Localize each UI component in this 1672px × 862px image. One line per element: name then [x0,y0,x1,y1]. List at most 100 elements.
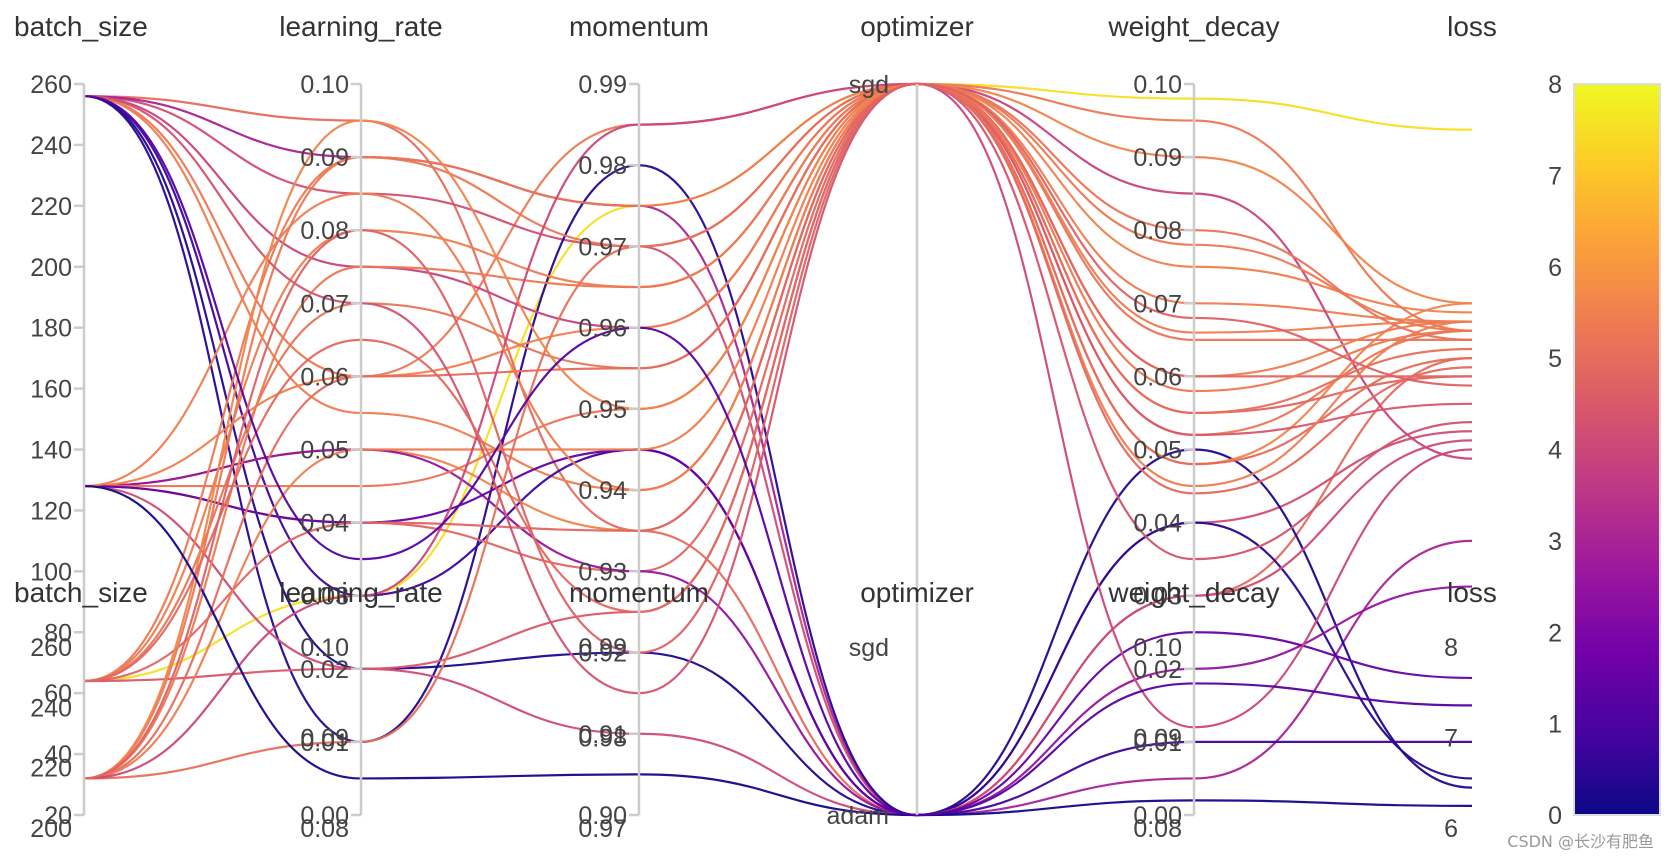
tick-label: 0.08 [1133,217,1182,245]
tick-label: 0.00 [1133,802,1182,830]
colorbar-tick-label: 7 [1548,162,1562,190]
tick-label: 0.10 [1133,71,1182,99]
ghost-tick-label: 0.08 [300,815,349,843]
axis-momentum: momentum 0.90 0.91 0.92 0.93 0.94 0.95 0.96 0.97… [569,11,709,830]
ghost-tick-label: 0.09 [1133,725,1182,753]
data-line-24 [83,82,1473,780]
tick-label: 0.05 [1133,437,1182,465]
colorbar-tick-label: 4 [1548,437,1562,465]
axis-title-learning_rate: learning_rate [279,11,442,42]
data-line-27 [83,82,1473,780]
axis-loss: loss [1447,11,1497,42]
tick-label: 220 [30,193,72,221]
tick-label: 0.00 [300,802,349,830]
tick-label: 0.01 [300,729,349,757]
tick-label: 240 [30,132,72,160]
ghost-tick-label: 0.09 [300,725,349,753]
watermark: CSDN @长沙有肥鱼 [1507,832,1654,851]
ghost-axis-title-weight_decay: weight_decay [1107,577,1279,608]
ghost-axes-layer: batch_size260240220200learning_rate0.100… [14,577,1497,843]
data-line-34 [83,82,1473,780]
ghost-tick-label: 0.97 [578,815,627,843]
tick-label: 0.05 [300,437,349,465]
tick-label: 80 [44,619,72,647]
tick-label: 0.02 [1133,656,1182,684]
colorbar-tick-label: 2 [1548,619,1562,647]
tick-label: 0.03 [1133,583,1182,611]
data-line-32 [83,484,1473,817]
tick-label: adam [826,802,889,830]
ghost-tick-label: 0.99 [578,634,627,662]
ghost-tick-label: 8 [1444,634,1458,662]
tick-label: 0.07 [1133,290,1182,318]
ghost-axis-title-loss: loss [1447,577,1497,608]
data-line-33 [83,95,1473,817]
tick-label: 0.91 [578,721,627,749]
tick-label: 40 [44,741,72,769]
tick-label: 0.02 [300,656,349,684]
colorbar-tick-label: 8 [1548,71,1562,99]
colorbar-tick-label: 1 [1548,711,1562,739]
tick-label: 0.90 [578,802,627,830]
tick-label: 0.01 [1133,729,1182,757]
axis-learning_rate: learning_rate 0.00 0.01 0.02 0.03 0.04 0.05 0.0… [279,11,442,830]
axis-weight_decay: weight_decay 0.00 0.01 0.02 0.03 0.04 0.05 0.06… [1107,11,1279,830]
data-line-16 [83,448,1473,817]
tick-label: 0.93 [578,558,627,586]
axis-batch_size: batch_size 20 40 60 80 100 120 140 160 180 200 220 2… [14,11,148,830]
tick-label: 0.07 [300,290,349,318]
tick-label: 120 [30,497,72,525]
tick-label: 0.09 [300,144,349,172]
tick-label: 0.97 [578,233,627,261]
polylines-layer [83,82,1473,817]
colorbar-tick-label: 3 [1548,528,1562,556]
ghost-tick-label: 0.08 [1133,815,1182,843]
axis-title-loss: loss [1447,11,1497,42]
ghost-tick-label: 6 [1444,815,1458,843]
ghost-tick-label: 220 [30,755,72,783]
tick-label: 20 [44,802,72,830]
axes-layer: batch_size 20 40 60 80 100 120 140 160 180 200 220 2… [14,11,1497,830]
tick-label: 0.98 [578,152,627,180]
ghost-tick-label: 240 [30,694,72,722]
tick-label: 60 [44,680,72,708]
ghost-tick-label: sgd [849,634,889,662]
tick-label: 0.10 [300,71,349,99]
data-line-30 [83,82,1473,780]
tick-label: 0.95 [578,396,627,424]
ghost-axis-title-learning_rate: learning_rate [279,577,442,608]
ghost-axis-title-batch_size: batch_size [14,577,148,608]
tick-label: 0.09 [1133,144,1182,172]
tick-label: 160 [30,376,72,404]
tick-label: 0.06 [1133,363,1182,391]
tick-label: 100 [30,558,72,586]
ghost-tick-label: 260 [30,634,72,662]
colorbar: 0 1 2 3 4 5 6 7 8 [1548,71,1661,830]
axis-title-batch_size: batch_size [14,11,148,42]
axis-optimizer: optimizer sgd adam [826,11,973,830]
colorbar-gradient [1573,83,1661,816]
tick-label: 0.03 [300,583,349,611]
tick-label: 0.04 [1133,510,1182,538]
tick-label: sgd [849,71,889,99]
tick-label: 0.92 [578,640,627,668]
tick-label: 0.96 [578,315,627,343]
data-line-13 [83,439,1473,817]
ghost-tick-label: 0.98 [578,725,627,753]
tick-label: 260 [30,71,72,99]
tick-label: 0.06 [300,363,349,391]
axis-title-weight_decay: weight_decay [1107,11,1279,42]
tick-label: 0.94 [578,477,627,505]
tick-label: 0.99 [578,71,627,99]
colorbar-tick-label: 0 [1548,802,1562,830]
tick-label: 0.08 [300,217,349,245]
data-line-29 [83,82,1473,492]
ghost-tick-label: 0.10 [1133,634,1182,662]
ghost-tick-label: 7 [1444,725,1458,753]
axis-title-momentum: momentum [569,11,709,42]
data-line-7 [83,95,1473,817]
colorbar-tick-label: 6 [1548,254,1562,282]
axis-title-optimizer: optimizer [860,11,974,42]
data-line-11 [83,82,1473,573]
